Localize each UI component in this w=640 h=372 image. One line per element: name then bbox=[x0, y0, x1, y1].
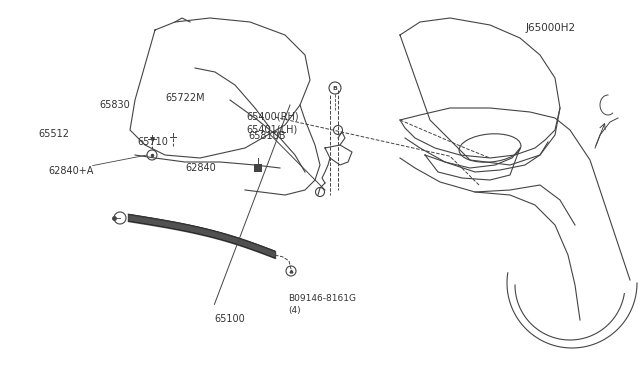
Text: 65400(RH)
65401(LH): 65400(RH) 65401(LH) bbox=[246, 112, 299, 135]
Text: 65830: 65830 bbox=[99, 100, 130, 110]
Text: B: B bbox=[333, 86, 337, 90]
Text: 65722M: 65722M bbox=[165, 93, 205, 103]
Text: 62840: 62840 bbox=[186, 163, 216, 173]
Text: 65100: 65100 bbox=[214, 314, 245, 324]
Text: 65810B: 65810B bbox=[248, 131, 286, 141]
Text: 65710: 65710 bbox=[138, 137, 168, 147]
Text: 65512: 65512 bbox=[38, 129, 69, 140]
Text: 62840+A: 62840+A bbox=[48, 166, 93, 176]
Bar bbox=[254, 164, 262, 172]
Text: B09146-8161G
(4): B09146-8161G (4) bbox=[288, 294, 356, 315]
Text: J65000H2: J65000H2 bbox=[526, 23, 576, 33]
